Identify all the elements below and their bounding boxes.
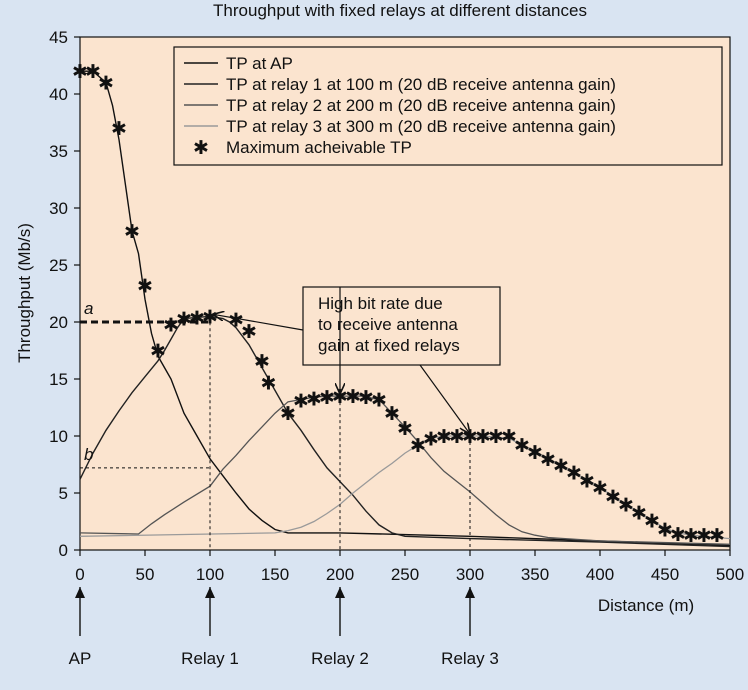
max-tp-marker: ✱ (163, 315, 179, 336)
max-tp-marker: ✱ (527, 443, 543, 464)
max-tp-marker: ✱ (397, 419, 413, 440)
max-tp-marker: ✱ (384, 404, 400, 425)
y-tick-label: 20 (49, 313, 68, 332)
max-tp-marker: ✱ (228, 311, 244, 332)
node-label-1: AP (69, 649, 92, 668)
max-tp-marker: ✱ (670, 525, 686, 546)
max-tp-marker: ✱ (124, 222, 140, 243)
max-tp-marker: ✱ (189, 308, 205, 329)
max-tp-marker: ✱ (150, 342, 166, 363)
max-tp-marker: ✱ (540, 450, 556, 471)
y-tick-label: 30 (49, 199, 68, 218)
max-tp-marker: ✱ (657, 520, 673, 541)
x-tick-label: 100 (196, 565, 224, 584)
max-tp-marker: ✱ (98, 74, 114, 95)
legend-box (173, 46, 723, 166)
node-label-2: Relay 1 (181, 649, 239, 668)
max-tp-marker: ✱ (514, 436, 530, 457)
y-tick-label: 0 (59, 541, 68, 560)
x-tick-label: 200 (326, 565, 354, 584)
max-tp-marker: ✱ (345, 387, 361, 408)
max-tp-marker: ✱ (319, 388, 335, 409)
max-tp-marker: ✱ (137, 277, 153, 298)
max-tp-marker: ✱ (176, 310, 192, 331)
max-tp-marker: ✱ (592, 478, 608, 499)
chart-title: Throughput with fixed relays at differen… (213, 1, 587, 20)
max-tp-marker: ✱ (358, 388, 374, 409)
max-tp-marker: ✱ (644, 511, 660, 532)
x-tick-label: 250 (391, 565, 419, 584)
x-tick-label: 0 (75, 565, 84, 584)
max-tp-marker: ✱ (436, 427, 452, 448)
max-tp-marker: ✱ (261, 373, 277, 394)
callout-arrow-1 (213, 314, 304, 331)
series-line-3 (79, 395, 731, 545)
x-tick-label: 500 (716, 565, 744, 584)
callout-text-line: to receive antenna (318, 315, 458, 334)
max-tp-marker: ✱ (423, 429, 439, 450)
callout-box (302, 286, 501, 366)
legend-marker-symbol: ✱ (193, 138, 209, 159)
x-axis-label: Distance (m) (598, 596, 694, 615)
max-tp-marker: ✱ (696, 526, 712, 547)
max-tp-marker: ✱ (72, 62, 88, 83)
callout-text-line: gain at fixed relays (318, 336, 460, 355)
y-tick-label: 45 (49, 28, 68, 47)
callout-text-line: High bit rate due (318, 294, 443, 313)
x-tick-label: 350 (521, 565, 549, 584)
node-label-4: Relay 3 (441, 649, 499, 668)
max-tp-marker: ✱ (488, 427, 504, 448)
legend-label-max-tp: Maximum acheivable TP (226, 138, 412, 157)
y-tick-label: 40 (49, 85, 68, 104)
max-tp-marker: ✱ (618, 495, 634, 516)
y-tick-label: 25 (49, 256, 68, 275)
label-b: b (84, 445, 93, 464)
series-line-1 (80, 70, 731, 547)
max-tp-marker: ✱ (241, 322, 257, 343)
max-tp-marker: ✱ (553, 457, 569, 478)
max-tp-marker: ✱ (631, 503, 647, 524)
max-tp-marker: ✱ (202, 307, 218, 328)
x-tick-label: 450 (651, 565, 679, 584)
x-tick-label: 150 (261, 565, 289, 584)
series-line-2 (79, 315, 731, 548)
max-tp-marker: ✱ (566, 463, 582, 484)
max-tp-marker: ✱ (475, 427, 491, 448)
max-tp-marker: ✱ (605, 487, 621, 508)
max-tp-marker: ✱ (371, 391, 387, 412)
max-tp-marker: ✱ (280, 404, 296, 425)
max-tp-marker: ✱ (579, 471, 595, 492)
max-tp-marker: ✱ (683, 526, 699, 547)
max-tp-marker: ✱ (293, 392, 309, 413)
legend-label-1: TP at AP (226, 54, 293, 73)
max-tp-marker: ✱ (85, 62, 101, 83)
label-a: a (84, 299, 93, 318)
max-tp-marker: ✱ (306, 389, 322, 410)
y-tick-label: 5 (59, 484, 68, 503)
y-tick-label: 35 (49, 142, 68, 161)
y-tick-label: 15 (49, 370, 68, 389)
y-axis-label: Throughput (Mb/s) (15, 223, 34, 363)
max-tp-marker: ✱ (709, 526, 725, 547)
max-tp-marker: ✱ (410, 436, 426, 457)
legend-label-3: TP at relay 2 at 200 m (20 dB receive an… (226, 96, 616, 115)
legend-label-4: TP at relay 3 at 300 m (20 dB receive an… (226, 117, 616, 136)
y-tick-label: 10 (49, 427, 68, 446)
callout-arrow-3 (419, 364, 470, 434)
x-tick-label: 50 (136, 565, 155, 584)
max-tp-marker: ✱ (501, 427, 517, 448)
x-tick-label: 400 (586, 565, 614, 584)
max-tp-marker: ✱ (111, 119, 127, 140)
legend-label-2: TP at relay 1 at 100 m (20 dB receive an… (226, 75, 616, 94)
x-tick-label: 300 (456, 565, 484, 584)
max-tp-marker: ✱ (254, 352, 270, 373)
node-label-3: Relay 2 (311, 649, 369, 668)
